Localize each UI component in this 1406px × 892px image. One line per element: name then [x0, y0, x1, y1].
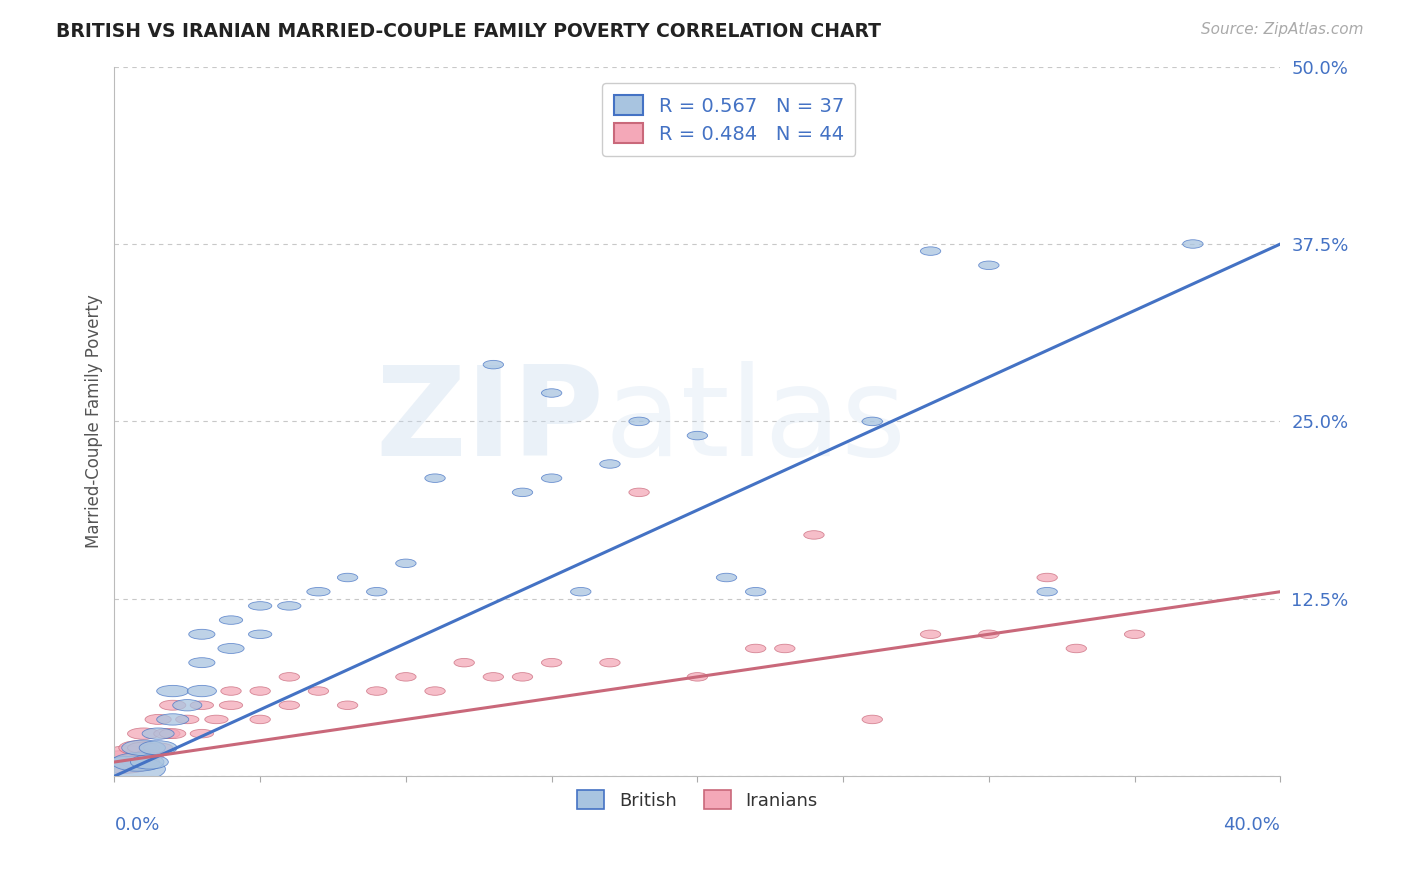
Ellipse shape — [716, 574, 737, 582]
Ellipse shape — [979, 630, 1000, 639]
Ellipse shape — [979, 261, 1000, 269]
Ellipse shape — [249, 630, 271, 639]
Ellipse shape — [190, 701, 214, 709]
Text: ZIP: ZIP — [375, 361, 605, 482]
Ellipse shape — [628, 488, 650, 497]
Ellipse shape — [600, 658, 620, 667]
Ellipse shape — [337, 701, 357, 709]
Ellipse shape — [921, 630, 941, 639]
Ellipse shape — [135, 750, 165, 760]
Ellipse shape — [128, 728, 160, 739]
Ellipse shape — [91, 751, 155, 773]
Ellipse shape — [128, 742, 160, 754]
Ellipse shape — [541, 389, 562, 397]
Ellipse shape — [188, 630, 215, 640]
Ellipse shape — [188, 657, 215, 667]
Ellipse shape — [395, 559, 416, 567]
Ellipse shape — [512, 488, 533, 497]
Ellipse shape — [1125, 630, 1144, 639]
Ellipse shape — [688, 673, 707, 681]
Ellipse shape — [187, 685, 217, 697]
Ellipse shape — [277, 601, 301, 610]
Ellipse shape — [688, 432, 707, 440]
Ellipse shape — [425, 474, 446, 483]
Ellipse shape — [249, 601, 271, 610]
Legend: British, Iranians: British, Iranians — [569, 783, 825, 817]
Ellipse shape — [218, 643, 245, 654]
Ellipse shape — [1038, 588, 1057, 596]
Ellipse shape — [173, 699, 202, 711]
Ellipse shape — [145, 714, 172, 724]
Ellipse shape — [628, 417, 650, 425]
Ellipse shape — [307, 588, 330, 596]
Text: 0.0%: 0.0% — [114, 816, 160, 834]
Text: BRITISH VS IRANIAN MARRIED-COUPLE FAMILY POVERTY CORRELATION CHART: BRITISH VS IRANIAN MARRIED-COUPLE FAMILY… — [56, 22, 882, 41]
Ellipse shape — [122, 740, 166, 756]
Ellipse shape — [512, 673, 533, 681]
Ellipse shape — [118, 740, 156, 755]
Ellipse shape — [142, 728, 174, 739]
Ellipse shape — [103, 746, 155, 764]
Ellipse shape — [153, 729, 180, 739]
Ellipse shape — [571, 588, 591, 596]
Text: 40.0%: 40.0% — [1223, 816, 1281, 834]
Ellipse shape — [367, 687, 387, 695]
Ellipse shape — [156, 714, 188, 725]
Ellipse shape — [541, 658, 562, 667]
Ellipse shape — [395, 673, 416, 681]
Ellipse shape — [205, 715, 228, 723]
Ellipse shape — [454, 658, 474, 667]
Ellipse shape — [160, 700, 186, 710]
Ellipse shape — [250, 715, 270, 723]
Ellipse shape — [745, 644, 766, 653]
Ellipse shape — [219, 615, 243, 624]
Ellipse shape — [425, 687, 446, 695]
Ellipse shape — [921, 247, 941, 255]
Ellipse shape — [111, 753, 165, 772]
Ellipse shape — [190, 730, 214, 738]
Ellipse shape — [804, 531, 824, 539]
Ellipse shape — [131, 755, 169, 769]
Ellipse shape — [1182, 240, 1204, 248]
Y-axis label: Married-Couple Family Poverty: Married-Couple Family Poverty — [86, 294, 103, 549]
Ellipse shape — [156, 685, 188, 697]
Text: Source: ZipAtlas.com: Source: ZipAtlas.com — [1201, 22, 1364, 37]
Ellipse shape — [219, 701, 243, 709]
Ellipse shape — [176, 715, 198, 723]
Ellipse shape — [745, 588, 766, 596]
Ellipse shape — [367, 588, 387, 596]
Ellipse shape — [862, 417, 883, 425]
Ellipse shape — [221, 687, 242, 695]
Ellipse shape — [541, 474, 562, 483]
Ellipse shape — [280, 701, 299, 709]
Ellipse shape — [280, 673, 299, 681]
Ellipse shape — [484, 673, 503, 681]
Ellipse shape — [600, 459, 620, 468]
Ellipse shape — [337, 574, 357, 582]
Ellipse shape — [139, 740, 177, 755]
Text: atlas: atlas — [605, 361, 907, 482]
Ellipse shape — [1066, 644, 1087, 653]
Ellipse shape — [1038, 574, 1057, 582]
Ellipse shape — [484, 360, 503, 369]
Ellipse shape — [775, 644, 794, 653]
Ellipse shape — [160, 729, 186, 739]
Ellipse shape — [112, 755, 156, 770]
Ellipse shape — [122, 755, 160, 769]
Ellipse shape — [308, 687, 329, 695]
Ellipse shape — [93, 756, 166, 782]
Ellipse shape — [250, 687, 270, 695]
Ellipse shape — [143, 743, 173, 753]
Ellipse shape — [862, 715, 883, 723]
